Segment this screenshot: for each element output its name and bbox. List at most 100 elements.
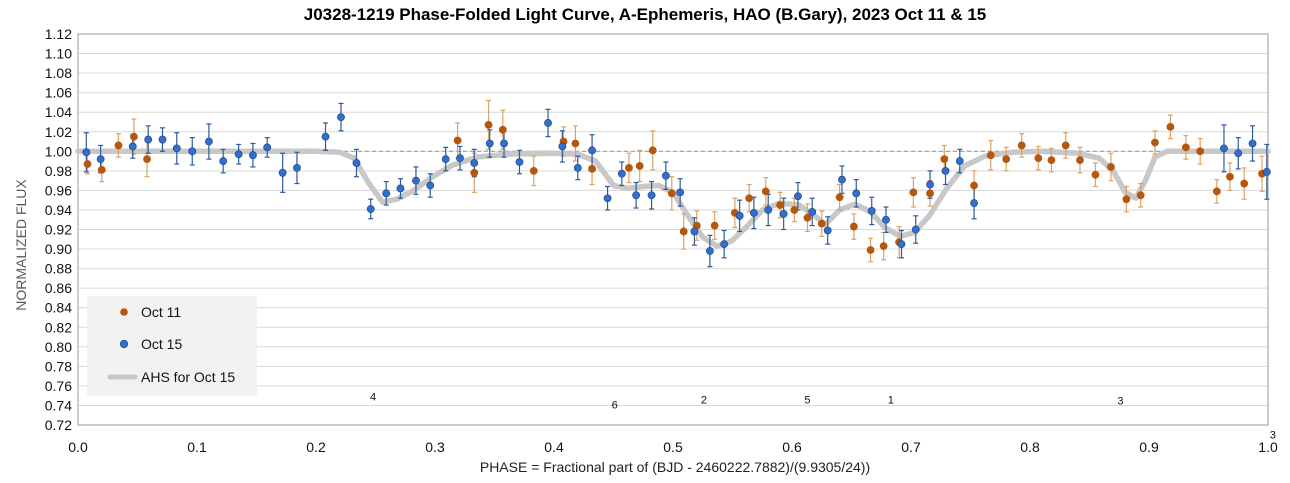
data-point-oct15 [158,135,167,144]
data-point-oct11 [1091,170,1100,179]
data-point-oct15 [661,171,670,180]
data-point-oct15 [705,247,714,255]
data-point-oct11 [83,160,92,168]
y-tick-label: 0.76 [45,378,72,394]
data-point-oct11 [817,219,826,228]
data-point-oct15 [470,159,479,167]
data-point-oct15 [794,192,802,201]
data-point-oct15 [823,226,832,235]
data-point-oct11 [761,187,770,196]
data-point-oct11 [1047,156,1056,164]
data-point-oct11 [143,155,151,164]
y-tick-label: 1.08 [45,65,72,81]
data-point-oct11 [835,193,844,202]
data-point-oct11 [776,201,784,209]
data-point-oct15 [321,132,330,141]
y-tick-label: 0.96 [45,182,72,198]
data-point-oct15 [82,148,91,157]
data-point-oct15 [735,211,744,220]
data-point-oct15 [412,176,420,185]
data-point-oct11 [625,164,633,172]
data-point-oct11 [1226,172,1234,181]
data-point-oct15 [1234,149,1243,158]
data-point-oct11 [710,221,719,230]
eclipse-label: 2 [701,394,707,406]
legend-marker-oct15 [119,339,129,349]
data-point-oct15 [337,113,345,121]
plot-frame [77,33,1269,426]
data-point-oct11 [1240,179,1249,188]
y-tick-label: 0.90 [45,241,72,257]
data-point-oct11 [803,213,812,222]
data-point-oct11 [909,188,918,197]
x-tick-label: 0.6 [782,439,802,455]
data-point-oct11 [849,222,858,231]
data-point-oct15 [955,157,964,165]
data-point-oct11 [970,181,978,190]
data-point-oct11 [97,165,106,174]
data-point-oct11 [1002,155,1011,164]
x-tick-label: 0.4 [544,439,564,455]
data-point-oct15 [1248,139,1257,148]
y-tick-label: 1.10 [45,46,72,62]
data-point-oct15 [603,194,612,203]
eclipse-label: 1 [888,394,894,406]
data-point-oct15 [808,208,817,216]
data-point-oct11 [1061,141,1070,150]
data-point-oct15 [544,119,552,127]
eclipse-label: 3 [1117,395,1123,407]
data-point-oct11 [940,155,949,164]
legend-label-model: AHS for Oct 15 [141,369,235,385]
data-point-oct15 [366,205,375,213]
y-tick-label: 0.98 [45,163,72,179]
data-point-oct15 [647,191,656,200]
y-tick-label: 0.86 [45,280,72,296]
data-point-oct11 [1076,156,1084,164]
data-point-oct15 [750,208,758,217]
data-point-oct15 [632,191,641,200]
data-point-oct15 [96,155,105,164]
data-point-oct15 [926,180,934,189]
y-tick-label: 1.06 [45,85,72,101]
y-axis-label: NORMALIZED FLUX [13,179,29,311]
data-point-oct15 [249,151,257,160]
data-point-oct11 [470,168,479,177]
data-point-oct15 [676,188,685,197]
data-point-oct11 [1136,191,1145,200]
data-point-oct15 [293,164,301,172]
y-tick-label: 0.82 [45,319,72,335]
y-tick-label: 0.78 [45,358,72,374]
eclipse-label: 3 [1270,430,1276,442]
data-point-oct15 [426,181,435,190]
data-point-oct15 [263,143,272,152]
x-tick-labels: 0.0 0.1 0.2 0.3 0.4 0.5 0.6 0.7 0.8 0.9 1.0 [68,439,1278,455]
x-tick-label: 0.1 [187,439,207,455]
legend: Oct 11 Oct 15 AHS for Oct 15 [87,296,257,396]
eclipse-label: 4 [370,392,376,404]
data-point-oct15 [838,175,846,184]
data-point-oct11 [1166,122,1175,131]
y-tick-label: 0.80 [45,339,72,355]
data-point-oct15 [970,199,978,208]
data-point-oct11 [529,166,538,175]
data-point-oct15 [882,215,890,224]
data-point-oct15 [515,158,524,166]
x-tick-label: 1.0 [1258,439,1278,455]
annotations: 4 6 2 5 1 3 3 [370,392,1276,442]
data-point-oct15 [941,166,950,175]
data-point-oct15 [396,184,405,193]
data-point-oct15 [588,146,596,155]
data-point-oct11 [498,125,507,134]
data-point-oct15 [1220,144,1228,153]
data-point-oct15 [779,209,788,218]
data-point-oct15 [188,147,197,156]
data-point-oct11 [453,136,462,145]
data-point-oct11 [790,206,799,214]
x-tick-label: 0.9 [1139,439,1159,455]
data-point-oct15 [500,139,508,148]
y-tick-label: 1.04 [45,104,72,120]
data-point-oct11 [866,246,875,254]
data-point-oct15 [1262,167,1271,176]
y-tick-label: 0.84 [45,300,72,316]
